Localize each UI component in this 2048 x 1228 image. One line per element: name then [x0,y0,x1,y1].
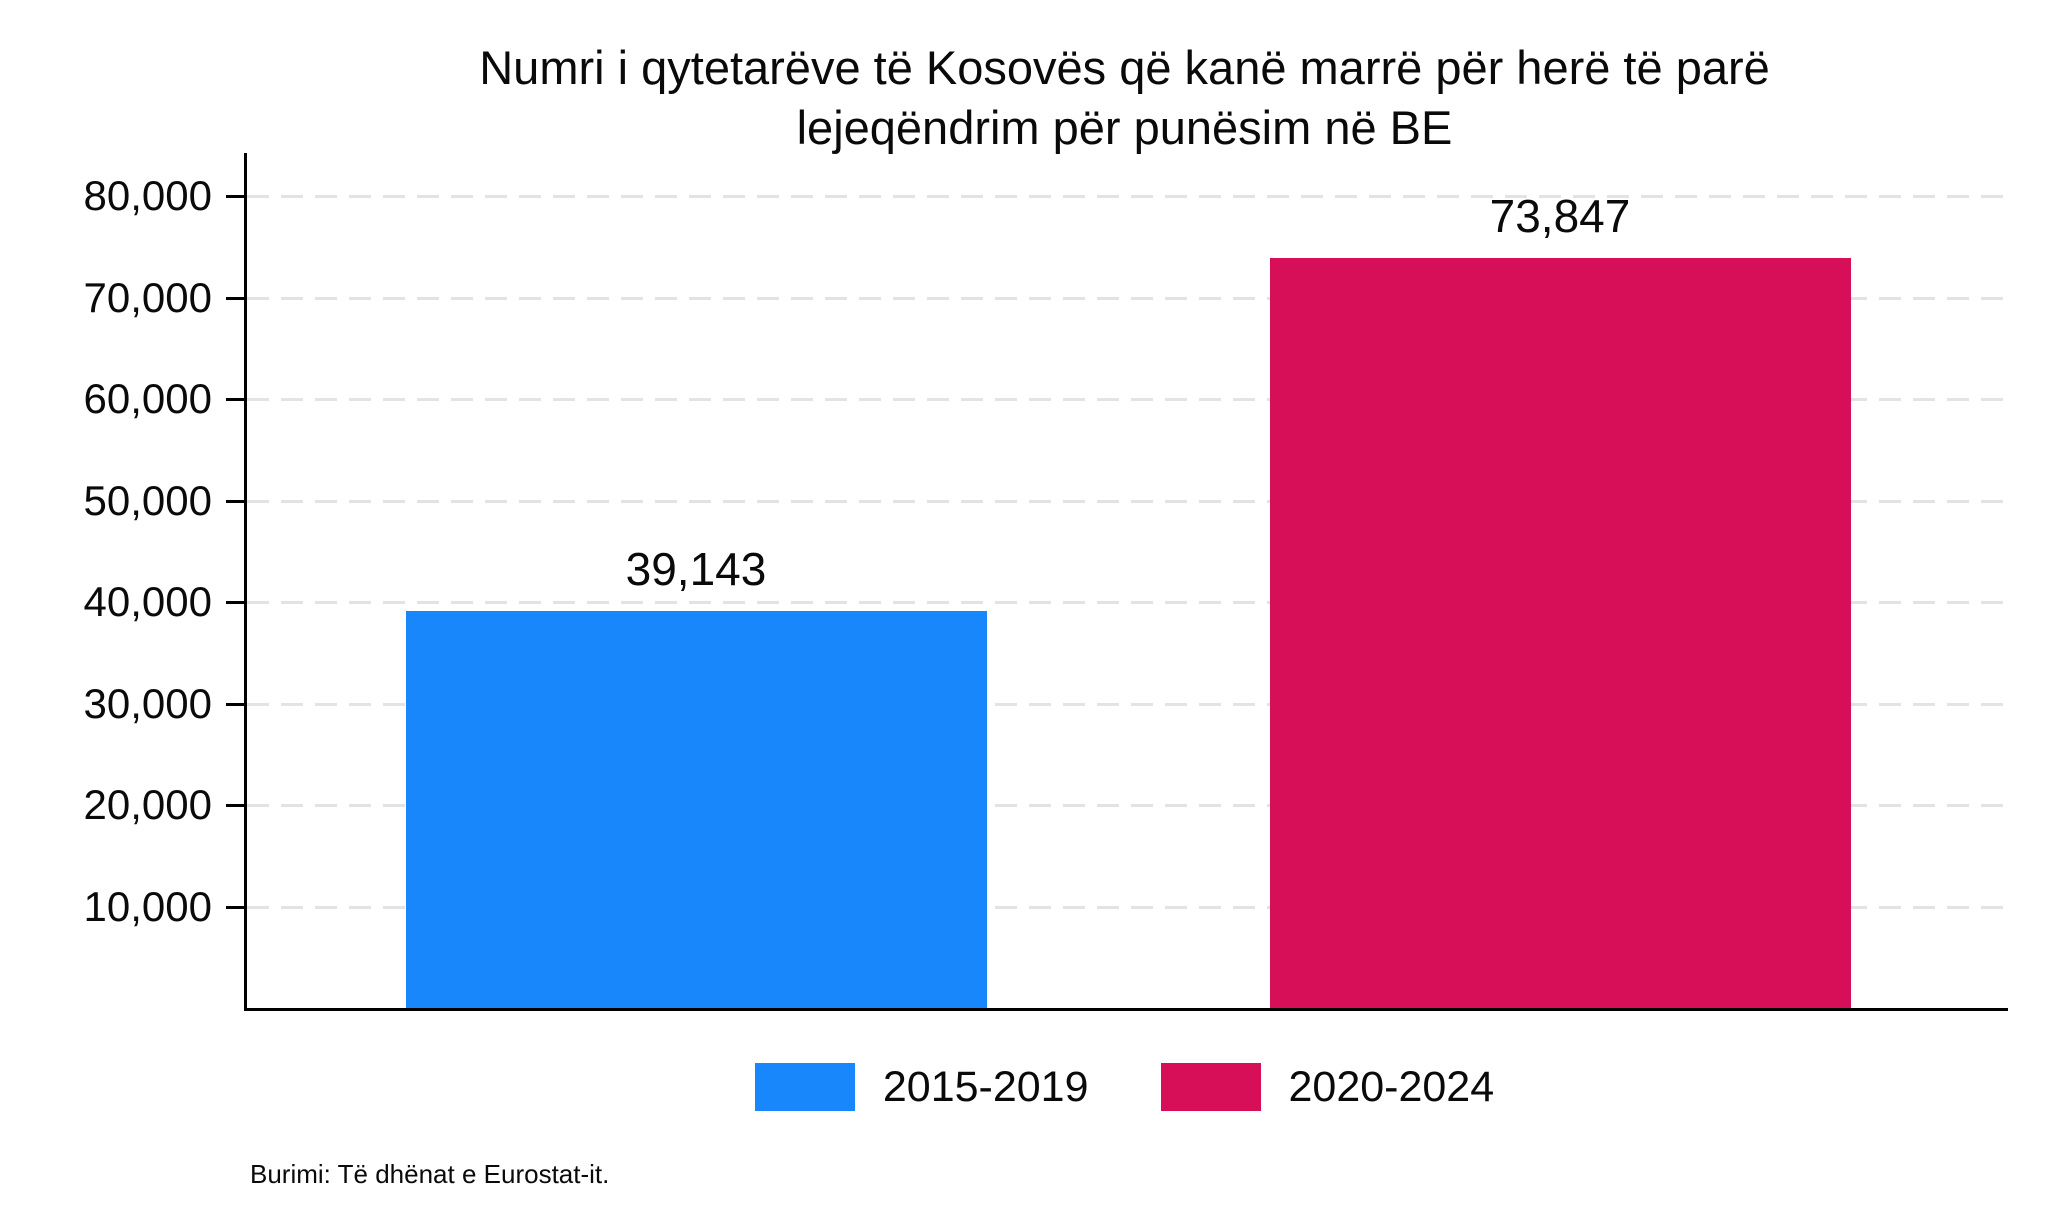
gridline-60,000 [247,398,2008,401]
legend-item-2015-2019: 2015-2019 [754,1062,1089,1112]
gridline-50,000 [247,499,2008,503]
chart-title-line-1: Numri i qytetarëve të Kosovës që kanë ma… [479,41,1770,94]
bar-2020-2024 [1269,258,1851,1008]
y-tick-50,000 [226,499,244,503]
y-tick-60,000 [226,398,244,401]
y-tick-label-40,000: 40,000 [83,578,212,625]
y-tick-label-60,000: 60,000 [83,375,212,422]
legend: 2015-2019 2020-2024 [244,1062,2005,1112]
gridline-70,000 [247,296,2008,300]
plot-area: 10,000 20,000 30,000 40,000 50,000 60,000 70,0… [84,153,2008,1011]
gridline-10,000 [247,905,2008,909]
bar-2015-2019 [405,611,987,1008]
legend-swatch-2020-2024 [1160,1063,1261,1111]
y-tick-70,000 [226,296,244,300]
legend-swatch-2015-2019 [754,1063,855,1111]
gridline-20,000 [247,804,2008,807]
y-tick-20,000 [226,804,244,807]
y-tick-10,000 [226,905,244,909]
y-tick-label-20,000: 20,000 [83,781,212,828]
chart-title-line-2: lejeqëndrim për punësim në BE [796,101,1453,154]
bar-value-label-2015-2019: 39,143 [625,543,767,595]
gridline-30,000 [247,702,2008,706]
y-tick-40,000 [226,601,244,604]
y-tick-80,000 [226,195,244,198]
chart-title: Numri i qytetarëve të Kosovës që kanë ma… [244,38,2005,158]
legend-item-2020-2024: 2020-2024 [1160,1062,1495,1112]
bar-value-label-2020-2024: 73,847 [1489,190,1631,242]
y-tick-label-80,000: 80,000 [83,172,212,219]
y-tick-label-50,000: 50,000 [83,476,212,524]
y-tick-label-30,000: 30,000 [83,679,212,727]
y-tick-label-10,000: 10,000 [83,882,212,930]
source-note: Burimi: Të dhënat e Eurostat-it. [250,1159,610,1189]
legend-label-2015-2019: 2015-2019 [882,1063,1089,1111]
gridline-80,000 [247,195,2008,198]
gridline-40,000 [247,601,2008,604]
legend-label-2020-2024: 2020-2024 [1288,1063,1495,1111]
y-tick-label-70,000: 70,000 [83,273,212,321]
y-tick-30,000 [226,702,244,706]
